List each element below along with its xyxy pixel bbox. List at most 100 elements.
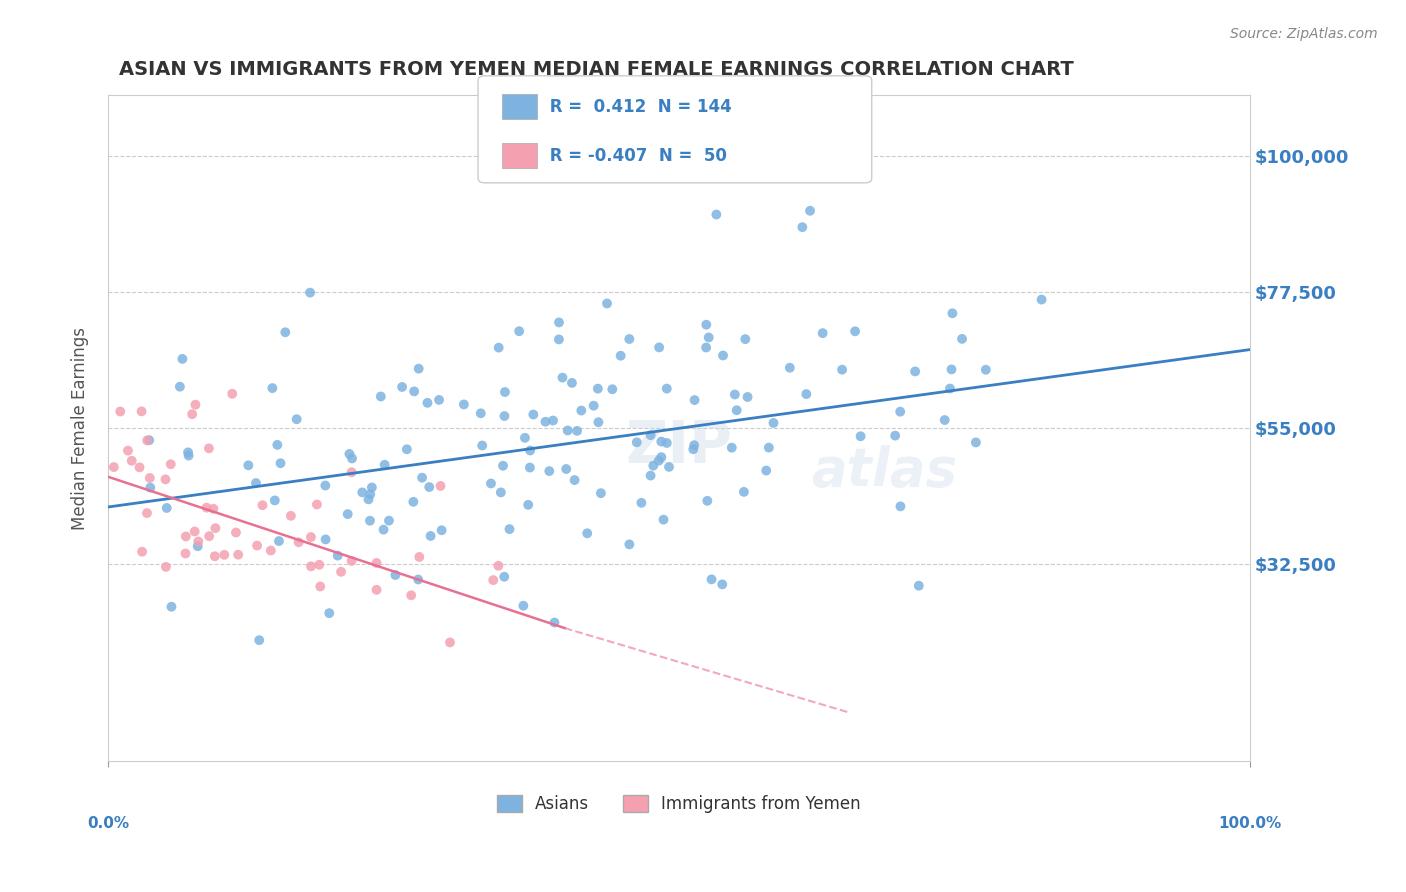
Text: 0.0%: 0.0% [87, 815, 129, 830]
Point [204, 521, 226, 535]
Point [534, 415, 557, 429]
Text: ASIAN VS IMMIGRANTS FROM YEMEN MEDIAN FEMALE EARNINGS CORRELATION CHART: ASIAN VS IMMIGRANTS FROM YEMEN MEDIAN FE… [120, 60, 1074, 78]
Text: ZIP: ZIP [626, 418, 733, 475]
Point [733, 484, 755, 499]
Point [489, 485, 512, 500]
Point [548, 333, 571, 347]
Point [357, 492, 380, 507]
Point [183, 524, 205, 539]
Point [139, 481, 162, 495]
Point [640, 428, 662, 442]
Point [779, 360, 801, 375]
Point [565, 424, 588, 438]
Point [655, 382, 678, 396]
Point [697, 330, 720, 344]
Point [619, 537, 641, 551]
Point [640, 468, 662, 483]
Point [245, 476, 267, 491]
Text: R = -0.407  N =  50: R = -0.407 N = 50 [544, 147, 727, 165]
Point [799, 203, 821, 218]
Point [494, 384, 516, 399]
Point [336, 507, 359, 521]
Point [318, 606, 340, 620]
Point [513, 431, 536, 445]
Point [416, 396, 439, 410]
Point [700, 573, 723, 587]
Point [187, 534, 209, 549]
Point [792, 220, 814, 235]
Point [1031, 293, 1053, 307]
Point [270, 456, 292, 470]
Point [262, 381, 284, 395]
Point [359, 514, 381, 528]
Point [404, 384, 426, 399]
Point [177, 445, 200, 459]
Point [711, 577, 734, 591]
Point [378, 514, 401, 528]
Point [274, 326, 297, 340]
Point [159, 457, 181, 471]
Point [941, 306, 963, 320]
Point [138, 433, 160, 447]
Point [734, 332, 756, 346]
Point [411, 471, 433, 485]
Point [315, 533, 337, 547]
Point [399, 588, 422, 602]
Point [648, 453, 671, 467]
Point [326, 549, 349, 563]
Point [643, 458, 665, 473]
Point [136, 434, 159, 448]
Point [652, 513, 675, 527]
Text: atlas: atlas [811, 445, 957, 497]
Point [844, 324, 866, 338]
Point [299, 559, 322, 574]
Point [796, 387, 818, 401]
Point [246, 539, 269, 553]
Point [569, 403, 592, 417]
Point [683, 392, 706, 407]
Point [609, 349, 631, 363]
Point [650, 450, 672, 465]
Point [543, 615, 565, 630]
Point [131, 545, 153, 559]
Point [340, 451, 363, 466]
Point [121, 454, 143, 468]
Point [486, 558, 509, 573]
Point [831, 362, 853, 376]
Point [266, 438, 288, 452]
Point [482, 573, 505, 587]
Point [214, 548, 236, 562]
Point [374, 458, 396, 472]
Point [564, 473, 586, 487]
Point [648, 340, 671, 354]
Point [762, 416, 785, 430]
Point [195, 500, 218, 515]
Point [889, 405, 911, 419]
Point [758, 441, 780, 455]
Point [263, 493, 285, 508]
Point [247, 633, 270, 648]
Point [439, 635, 461, 649]
Point [340, 554, 363, 568]
Point [695, 318, 717, 332]
Point [427, 392, 450, 407]
Point [682, 442, 704, 457]
Point [309, 579, 332, 593]
Point [131, 404, 153, 418]
Legend: Asians, Immigrants from Yemen: Asians, Immigrants from Yemen [491, 788, 868, 820]
Point [299, 530, 322, 544]
Point [602, 382, 624, 396]
Point [391, 380, 413, 394]
Point [696, 493, 718, 508]
Point [619, 332, 641, 346]
Point [174, 547, 197, 561]
Point [551, 370, 574, 384]
Point [907, 579, 929, 593]
Point [225, 525, 247, 540]
Point [169, 379, 191, 393]
Point [849, 429, 872, 443]
Point [103, 460, 125, 475]
Point [221, 386, 243, 401]
Point [160, 599, 183, 614]
Point [498, 522, 520, 536]
